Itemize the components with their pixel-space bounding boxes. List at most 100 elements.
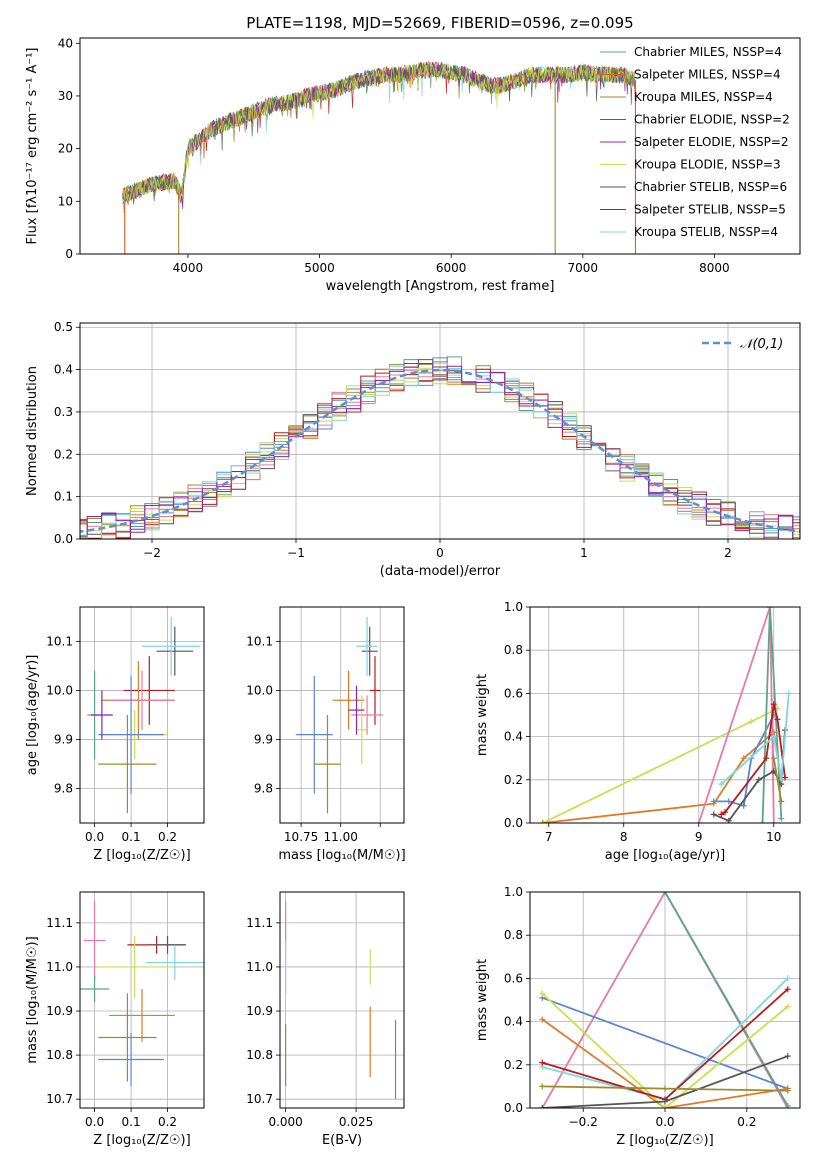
weight-marker [662, 1085, 668, 1092]
weight-series-1 [664, 892, 789, 1107]
axes-frame [79, 891, 205, 1109]
y-tick-label: 0.6 [504, 686, 523, 700]
y-tick-label: 11.1 [46, 916, 73, 930]
x-axis-label: Z [log₁₀(Z/Z☉)] [616, 1133, 713, 1148]
y-axis-label: mass weight [475, 959, 490, 1041]
legend: Chabrier MILES, NSSP=4 Salpeter MILES, NS… [600, 45, 790, 239]
y-tick-label: 20 [58, 142, 73, 156]
figure-title: PLATE=1198, MJD=52669, FIBERID=0596, z=0… [246, 14, 633, 32]
weight-marker [767, 607, 773, 610]
weight-marker [539, 1059, 546, 1066]
histogram-series-4 [80, 370, 800, 538]
x-axis-label: E(B-V) [322, 1133, 362, 1148]
x-axis-label: mass [log₁₀(M/M☉)] [278, 848, 405, 863]
y-tick-label: 11.1 [246, 916, 273, 930]
plot-area [285, 900, 397, 1100]
weight-marker [778, 798, 785, 805]
weight-marker [539, 1105, 546, 1108]
y-axis-label: Normed distribution [25, 366, 40, 496]
x-tick-label: 0.1 [122, 1115, 141, 1129]
x-tick-label: 0.0 [655, 1115, 674, 1129]
chart-weight-vs-age: 7 8 9 10 0.0 0.2 0.4 0.6 0.8 1.0 age [log₁₀(age/yr… [475, 600, 801, 863]
y-tick-label: 10 [58, 194, 73, 208]
y-tick-label: 0.0 [54, 532, 73, 546]
y-axis-label: mass weight [475, 674, 490, 756]
chart-age-vs-mass: 10.75 11.00 9.8 9.9 10.0 10.1 mass [log₁₀(M/M☉… [246, 606, 406, 863]
spectrum-series-5 [122, 61, 636, 202]
weight-marker [740, 802, 747, 809]
legend-entry: Salpeter MILES, NSSP=4 [634, 68, 781, 82]
y-tick-label: 0.2 [504, 1058, 523, 1072]
y-tick-label: 0.0 [504, 816, 523, 830]
weight-series-8 [772, 758, 783, 802]
x-tick-label: 0.2 [158, 1115, 177, 1129]
x-tick-label: 11.00 [324, 830, 358, 844]
weight-marker [662, 1105, 668, 1108]
y-tick-label: 10.1 [246, 634, 273, 648]
histogram-series-7 [80, 368, 800, 539]
weight-marker [759, 820, 766, 823]
weight-marker [748, 718, 755, 725]
axes-frame [79, 37, 801, 255]
weight-marker [770, 820, 777, 823]
x-tick-label: 4000 [173, 261, 204, 275]
weight-series-2 [541, 996, 789, 1090]
weight-marker [722, 809, 728, 816]
y-tick-label: 0.1 [54, 490, 73, 504]
histogram-series-9 [80, 363, 800, 539]
chart-mass-vs-Z: 0.0 0.1 0.2 10.7 10.8 10.9 11.0 11.1 Z [log₁₀(Z/… [25, 891, 205, 1148]
y-tick-label: 0 [65, 247, 73, 261]
x-tick-label: 8 [620, 830, 628, 844]
axes-frame [279, 891, 405, 1109]
weight-series-7 [720, 693, 790, 785]
chart-spectrum: 4000 5000 6000 7000 8000 0 10 20 30 40 wavelength … [25, 36, 801, 294]
y-axis-label: mass [log₁₀(M/M☉)] [25, 936, 40, 1063]
weight-marker [710, 811, 717, 818]
weight-marker [784, 986, 791, 993]
weight-marker [785, 690, 792, 697]
x-tick-label: 0 [436, 546, 444, 560]
legend-entry: Salpeter STELIB, NSSP=5 [634, 203, 786, 217]
weight-marker [718, 811, 725, 818]
y-tick-label: 9.8 [254, 782, 273, 796]
y-tick-label: 10.9 [46, 1004, 73, 1018]
histogram-series-6 [80, 359, 800, 539]
weight-marker [774, 716, 781, 723]
x-tick-label: 10 [766, 830, 781, 844]
x-tick-label: 2 [724, 546, 732, 560]
x-axis-label: age [log₁₀(age/yr)] [605, 848, 726, 863]
weight-series-4 [541, 992, 789, 1108]
plot-area [295, 616, 383, 814]
weight-marker [662, 1098, 668, 1105]
weight-marker [695, 820, 702, 823]
histogram-series-5 [80, 367, 800, 539]
legend-entry: Chabrier STELIB, NSSP=6 [634, 180, 787, 194]
weight-marker [539, 1083, 546, 1090]
y-tick-label: 9.9 [54, 733, 73, 747]
spectrum-series-3 [122, 62, 636, 203]
y-tick-label: 10.9 [246, 1004, 273, 1018]
weight-marker [778, 815, 785, 822]
y-tick-label: 0.8 [504, 643, 523, 657]
y-tick-label: 0.6 [504, 971, 523, 985]
axes-frame [279, 606, 405, 824]
weight-marker [770, 755, 777, 762]
x-tick-label: 5000 [304, 261, 335, 275]
x-axis-label: (data-model)/error [380, 564, 501, 579]
y-tick-label: 10.8 [246, 1048, 273, 1062]
y-tick-label: 0.8 [504, 928, 523, 942]
chart-residuals: −2 −1 0 1 2 0.0 0.1 0.2 0.3 0.4 0.5 (data-model)/er… [25, 320, 801, 579]
legend-entry: Chabrier MILES, NSSP=4 [634, 45, 782, 59]
histogram-series-2 [80, 363, 800, 539]
plot-area [539, 607, 792, 823]
y-axis-label: age [log₁₀(age/yr)] [25, 655, 40, 776]
y-tick-label: 10.1 [46, 634, 73, 648]
weight-marker [770, 701, 777, 708]
x-tick-label: −0.2 [569, 1115, 598, 1129]
x-axis-label: wavelength [Angstrom, rest frame] [326, 279, 555, 294]
plot-area [87, 616, 201, 814]
x-tick-label: 0.000 [268, 1115, 302, 1129]
y-tick-label: 0.2 [504, 773, 523, 787]
y-tick-label: 0.0 [504, 1101, 523, 1115]
weight-marker [710, 798, 717, 805]
